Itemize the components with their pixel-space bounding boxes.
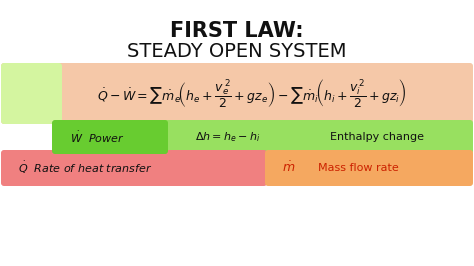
FancyBboxPatch shape: [52, 120, 168, 154]
FancyBboxPatch shape: [52, 120, 473, 154]
FancyBboxPatch shape: [1, 63, 62, 124]
Text: $\dot{Q}$  Rate of heat transfer: $\dot{Q}$ Rate of heat transfer: [18, 160, 153, 176]
FancyBboxPatch shape: [1, 150, 267, 186]
FancyBboxPatch shape: [265, 150, 473, 186]
FancyBboxPatch shape: [1, 63, 473, 124]
Text: STEADY OPEN SYSTEM: STEADY OPEN SYSTEM: [127, 42, 347, 61]
Text: $\dot{Q}-\dot{W}=\sum\dot{m}_e\!\left(h_e+\dfrac{v_e^{\,2}}{2}+gz_e\right)-\sum\: $\dot{Q}-\dot{W}=\sum\dot{m}_e\!\left(h_…: [97, 77, 407, 110]
Text: Mass flow rate: Mass flow rate: [318, 163, 399, 173]
Text: Enthalpy change: Enthalpy change: [330, 132, 424, 142]
Text: $\dot{W}$  Power: $\dot{W}$ Power: [70, 129, 125, 145]
Text: FIRST LAW:: FIRST LAW:: [170, 21, 304, 41]
Text: $\Delta h = h_e - h_i$: $\Delta h = h_e - h_i$: [195, 130, 260, 144]
Text: $\dot{m}$: $\dot{m}$: [282, 161, 295, 175]
